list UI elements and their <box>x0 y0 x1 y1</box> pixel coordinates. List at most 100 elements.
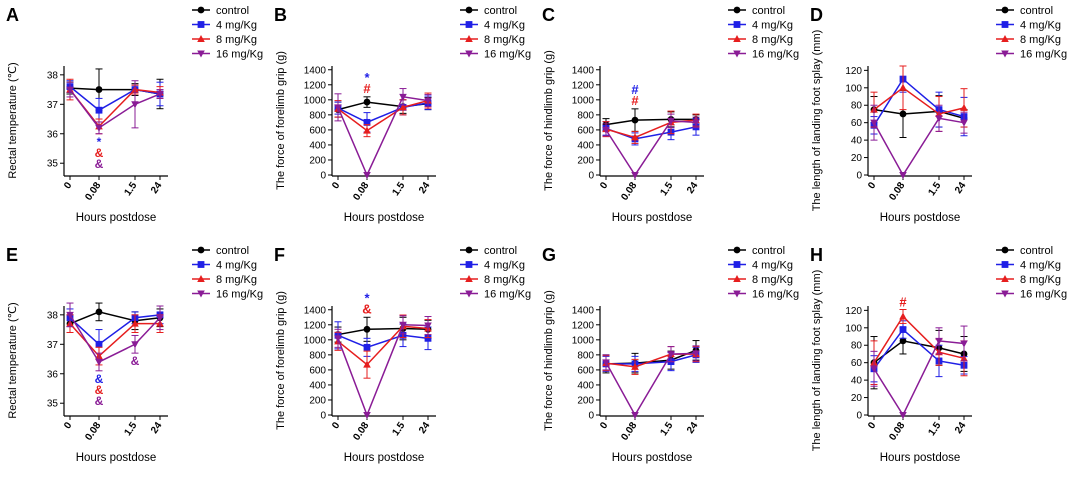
significance-marker: # <box>631 82 639 97</box>
legend-marker <box>733 21 741 28</box>
chart-panel-e: E 35 36 37 38 0 0.08 1.5 24 Hours postdose Rectal … <box>6 245 263 464</box>
data-point <box>870 119 878 127</box>
y-tick-label: 800 <box>577 350 594 361</box>
legend-label: 8 mg/Kg <box>484 274 525 286</box>
x-tick-label: 1.5 <box>926 180 943 198</box>
data-point <box>899 337 907 345</box>
legend-marker <box>733 246 741 254</box>
x-tick-label: 0.08 <box>887 180 907 203</box>
data-point <box>899 172 907 179</box>
data-point <box>667 117 675 125</box>
legend-marker <box>1001 246 1009 254</box>
data-point <box>156 90 164 98</box>
data-point <box>692 119 700 127</box>
data-point <box>95 106 103 114</box>
series-16-mg-kg <box>334 88 432 179</box>
legend-marker <box>733 6 741 14</box>
series-line <box>69 314 161 346</box>
x-tick-label: 1.5 <box>926 420 943 438</box>
y-tick-label: 120 <box>845 306 862 317</box>
legend-label: control <box>484 245 517 257</box>
legend-marker <box>197 246 205 254</box>
y-tick-label: 200 <box>577 155 594 166</box>
x-tick-label: 1.5 <box>390 180 407 198</box>
series-8-mg-kg <box>602 346 700 375</box>
y-tick-label: 1400 <box>304 65 327 76</box>
data-point <box>631 133 639 141</box>
legend: control 4 mg/Kg 8 mg/Kg 16 mg/Kg <box>728 245 799 300</box>
y-tick-label: 38 <box>47 70 59 81</box>
data-point <box>399 103 407 111</box>
x-tick-label: 0 <box>330 420 342 431</box>
data-point <box>960 103 968 111</box>
data-point <box>424 97 432 105</box>
series-16-mg-kg <box>870 325 968 419</box>
panel-label: C <box>542 5 555 25</box>
series-line <box>69 311 161 325</box>
x-tick-label: 0 <box>598 180 610 191</box>
data-point <box>424 322 432 330</box>
significance-marker: # <box>363 81 371 96</box>
series-line <box>337 334 429 349</box>
legend-marker <box>1001 6 1009 14</box>
x-tick-label: 24 <box>953 420 969 436</box>
significance-marker: # <box>899 294 907 309</box>
panel-label: B <box>274 5 287 25</box>
series-8-mg-kg <box>66 314 164 366</box>
legend-marker <box>1001 21 1009 28</box>
series-16-mg-kg <box>602 113 700 179</box>
y-axis-title: The length of landing foot splay (mm) <box>811 30 823 212</box>
y-tick-label: 600 <box>309 125 326 136</box>
series-line <box>605 118 696 126</box>
y-axis-title: The length of landing foot splay (mm) <box>811 270 823 452</box>
y-tick-label: 0 <box>320 171 326 182</box>
data-point <box>95 340 103 348</box>
legend-marker <box>197 275 205 282</box>
series-line <box>69 89 161 129</box>
y-tick-label: 200 <box>309 155 326 166</box>
data-point <box>960 119 968 127</box>
y-tick-label: 600 <box>577 365 594 376</box>
x-axis-title: Hours postdose <box>880 452 961 464</box>
series-line <box>337 102 429 124</box>
y-tick-label: 0 <box>856 411 862 422</box>
y-tick-label: 80 <box>851 341 863 352</box>
y-tick-label: 400 <box>309 140 326 151</box>
y-tick-label: 37 <box>47 100 59 111</box>
series-control <box>602 340 700 374</box>
legend-label: 8 mg/Kg <box>1020 34 1061 46</box>
y-tick-label: 1200 <box>304 320 327 331</box>
x-tick-label: 0.08 <box>351 180 371 203</box>
x-tick-label: 24 <box>953 180 969 196</box>
legend-marker <box>1001 35 1009 42</box>
significance-marker: & <box>95 157 104 171</box>
data-point <box>631 116 639 124</box>
y-tick-label: 800 <box>577 110 594 121</box>
x-tick-label: 1.5 <box>122 420 139 438</box>
x-tick-label: 1.5 <box>390 420 407 438</box>
series-line <box>337 95 429 177</box>
data-point <box>899 412 907 419</box>
x-tick-label: 0 <box>866 180 878 191</box>
chart-panel-a: A 35 36 37 38 0 0.08 1.5 24 Hours postdose Rectal … <box>6 5 263 224</box>
legend-label: 16 mg/Kg <box>216 48 263 60</box>
legend-label: 4 mg/Kg <box>216 19 257 31</box>
legend-label: control <box>1020 5 1053 17</box>
legend-label: 16 mg/Kg <box>752 288 799 300</box>
series-16-mg-kg <box>66 80 164 135</box>
data-point <box>131 341 139 349</box>
series-line <box>337 325 429 366</box>
legend-marker <box>1001 50 1009 58</box>
data-point <box>631 172 639 179</box>
y-tick-label: 1400 <box>572 65 595 76</box>
y-axis-title: Rectal temperature (℃) <box>7 302 19 418</box>
series-8-mg-kg <box>602 110 700 144</box>
data-point <box>95 86 103 93</box>
significance-marker: & <box>95 372 104 386</box>
series-line <box>873 108 965 120</box>
chart-panel-h: H 0 20 40 60 80 100 120 0 0.08 1.5 24 Hours postdose… <box>810 245 1067 464</box>
series-control <box>334 316 432 343</box>
data-point <box>131 101 139 109</box>
significance-marker: & <box>131 354 140 368</box>
data-point <box>631 362 639 370</box>
